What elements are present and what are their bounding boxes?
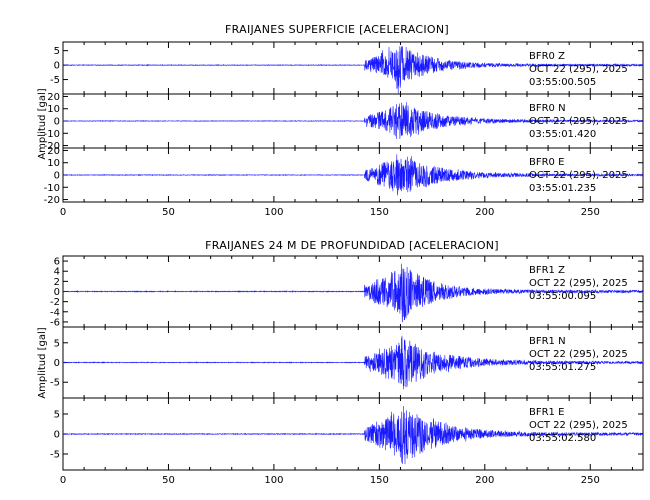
x-tick-label: 0 — [60, 207, 66, 218]
y-tick-label: -2 — [50, 297, 60, 308]
y-tick-label: 0 — [54, 287, 60, 298]
waveform-trace — [63, 46, 644, 94]
y-tick-label: 0 — [54, 430, 60, 441]
start-time-label: 03:55:01.275 — [529, 362, 596, 373]
panel-bfr1-n: 5 0 -5 BFR1 N OCT 22 (295), 2025 03:55:01.275 — [50, 326, 644, 399]
x-tick-label: 50 — [162, 207, 175, 218]
y-tick-label: 0 — [54, 61, 60, 72]
y-tick-label: 4 — [54, 267, 60, 278]
waveform-trace — [62, 335, 644, 390]
y-tick-label: 10 — [47, 104, 60, 115]
y-tick-label: -5 — [50, 378, 60, 389]
y-tick-label: 20 — [47, 92, 60, 103]
panel-bfr1-e: 5 0 -5 BFR1 E OCT 22 (295), 2025 03:55:02.580 — [50, 397, 644, 471]
waveform-trace — [62, 263, 644, 323]
x-tick-label: 150 — [370, 207, 389, 218]
panel-bfr0-z: 5 0 -5 BFR0 Z OCT 22 (295), 2025 03:55:00.505 — [50, 41, 644, 95]
x-tick-label: 100 — [264, 475, 283, 486]
x-tick-label: 100 — [264, 207, 283, 218]
x-tick-label: 250 — [581, 207, 600, 218]
chart-group-surface: FRAIJANES SUPERFICIE [ACELERACION] Ampli… — [37, 23, 644, 218]
y-tick-label: -6 — [50, 317, 60, 328]
y-tick-label: -10 — [44, 129, 60, 140]
chart-group-depth: FRAIJANES 24 M DE PROFUNDIDAD [ACELERACI… — [37, 239, 644, 486]
start-time-label: 03:55:02.580 — [529, 433, 596, 444]
y-tick-label: 6 — [54, 257, 60, 268]
y-tick-label: 0 — [54, 171, 60, 182]
x-tick-label: 0 — [60, 475, 66, 486]
y-tick-label: -10 — [44, 183, 60, 194]
station-label: BFR1 E — [529, 407, 564, 418]
date-label: OCT 22 (295), 2025 — [529, 170, 628, 181]
station-label: BFR1 N — [529, 336, 566, 347]
y-tick-label: -4 — [50, 307, 60, 318]
y-axis-label: Amplitud [gal] — [37, 88, 48, 159]
y-tick-label: -5 — [50, 75, 60, 86]
station-label: BFR0 Z — [529, 51, 565, 62]
date-label: OCT 22 (295), 2025 — [529, 116, 628, 127]
y-axis-label: Amplitud [gal] — [37, 327, 48, 398]
x-tick-label: 200 — [475, 475, 494, 486]
y-tick-label: 20 — [47, 146, 60, 157]
waveform-trace — [62, 405, 644, 465]
station-label: BFR1 Z — [529, 265, 565, 276]
y-tick-label: 0 — [54, 358, 60, 369]
station-label: BFR0 N — [529, 103, 566, 114]
x-tick-label: 250 — [581, 475, 600, 486]
waveform-trace — [62, 102, 644, 140]
y-tick-label: -5 — [50, 450, 60, 461]
y-tick-label: 5 — [54, 338, 60, 349]
station-label: BFR0 E — [529, 157, 564, 168]
chart-title: FRAIJANES SUPERFICIE [ACELERACION] — [225, 23, 449, 36]
y-tick-label: 2 — [54, 277, 60, 288]
chart-title: FRAIJANES 24 M DE PROFUNDIDAD [ACELERACI… — [205, 239, 499, 252]
start-time-label: 03:55:00.505 — [529, 77, 596, 88]
y-tick-label: -20 — [44, 141, 60, 152]
date-label: OCT 22 (295), 2025 — [529, 349, 628, 360]
date-label: OCT 22 (295), 2025 — [529, 278, 628, 289]
start-time-label: 03:55:01.420 — [529, 129, 596, 140]
y-tick-label: 5 — [54, 46, 60, 57]
date-label: OCT 22 (295), 2025 — [529, 64, 628, 75]
y-tick-label: 5 — [54, 410, 60, 421]
y-tick-label: 10 — [47, 158, 60, 169]
x-tick-label: 200 — [475, 207, 494, 218]
date-label: OCT 22 (295), 2025 — [529, 420, 628, 431]
start-time-label: 03:55:01.235 — [529, 183, 596, 194]
waveform-trace — [62, 154, 644, 196]
start-time-label: 03:55:00.095 — [529, 291, 596, 302]
y-tick-label: -20 — [44, 195, 60, 206]
x-tick-label: 50 — [162, 475, 175, 486]
x-tick-label: 150 — [370, 475, 389, 486]
y-tick-label: 0 — [54, 117, 60, 128]
